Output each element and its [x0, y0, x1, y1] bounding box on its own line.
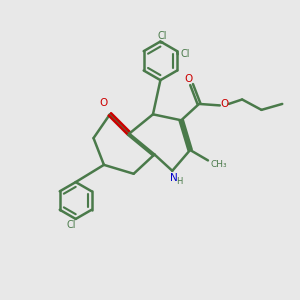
Text: Cl: Cl — [67, 220, 76, 230]
Text: O: O — [184, 74, 193, 84]
Text: O: O — [99, 98, 107, 108]
Text: Cl: Cl — [180, 49, 190, 59]
Text: Cl: Cl — [157, 31, 167, 40]
Text: O: O — [220, 99, 228, 109]
Text: H: H — [176, 177, 183, 186]
Text: CH₃: CH₃ — [211, 160, 228, 169]
Text: N: N — [170, 173, 178, 183]
